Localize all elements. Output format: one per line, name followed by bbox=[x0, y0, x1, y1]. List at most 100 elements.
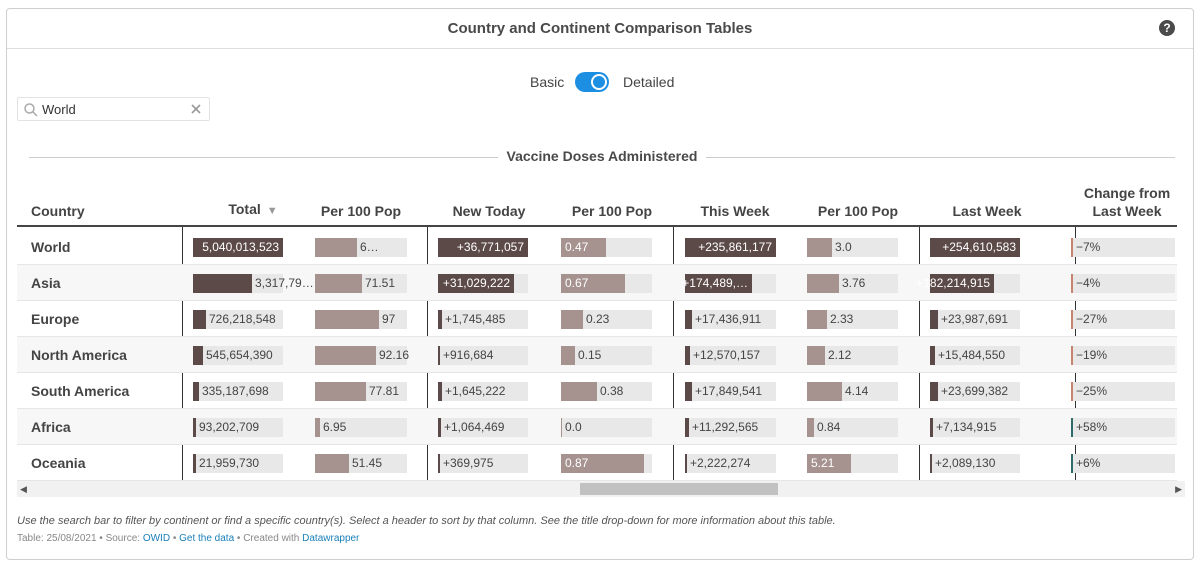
value-total: 335,187,698 bbox=[202, 384, 269, 398]
value-week: +17,849,541 bbox=[695, 384, 763, 398]
table-row: Asia 3,317,79… 71.51 +31,029,222 0.67 +174,48… bbox=[17, 265, 1177, 301]
value-new: +916,684 bbox=[443, 348, 494, 362]
bar-total bbox=[193, 274, 252, 293]
source-separator: • Source: bbox=[96, 533, 143, 544]
search-input[interactable] bbox=[42, 100, 182, 118]
bar-cell-p100c: 2.33 bbox=[807, 310, 898, 329]
value-p100a: 97 bbox=[382, 312, 396, 326]
bar-change bbox=[1071, 238, 1073, 257]
col-header-per100-total[interactable]: Per 100 Pop bbox=[320, 203, 402, 219]
get-data-link[interactable]: Get the data bbox=[179, 533, 235, 544]
scrollbar-thumb[interactable] bbox=[580, 483, 778, 495]
toggle-detailed-label[interactable]: Detailed bbox=[623, 74, 675, 90]
value-p100a: 51.45 bbox=[352, 456, 383, 470]
bar-cell-total: 21,959,730 bbox=[193, 454, 283, 473]
bar-week bbox=[685, 238, 776, 257]
value-p100c: 0.84 bbox=[817, 420, 841, 434]
value-change: +6% bbox=[1076, 456, 1101, 470]
help-icon[interactable]: ? bbox=[1159, 20, 1175, 36]
bar-total bbox=[193, 238, 283, 257]
bar-p100c bbox=[807, 382, 842, 401]
value-week: +2,222,274 bbox=[690, 456, 751, 470]
bar-p100b bbox=[561, 418, 562, 437]
value-p100b: 0.47 bbox=[565, 240, 589, 254]
bar-cell-p100c: 4.14 bbox=[807, 382, 898, 401]
bar-cell-week: +17,849,541 bbox=[685, 382, 776, 401]
col-header-change-line1: Change from bbox=[1083, 185, 1171, 201]
value-new: +36,771,057 bbox=[456, 240, 524, 254]
value-p100a: 6.95 bbox=[323, 420, 347, 434]
value-last: +254,610,583 bbox=[942, 240, 1016, 254]
value-p100b: 0.23 bbox=[586, 312, 610, 326]
bar-last bbox=[930, 346, 935, 365]
col-header-per100-today[interactable]: Per 100 Pop bbox=[571, 203, 653, 219]
bar-cell-p100a: 97 bbox=[315, 310, 407, 329]
value-last: +23,699,382 bbox=[941, 384, 1009, 398]
bar-p100c bbox=[807, 310, 827, 329]
bar-cell-change: +58% bbox=[1071, 418, 1175, 437]
bar-last bbox=[930, 382, 938, 401]
footer-source: Table: 25/08/2021 • Source: OWID • Get t… bbox=[17, 533, 359, 544]
col-header-total[interactable]: Total ▼ bbox=[177, 200, 329, 220]
value-week: +12,570,157 bbox=[693, 348, 761, 362]
bar-week bbox=[685, 274, 752, 293]
value-p100b: 0.0 bbox=[565, 420, 582, 434]
row-country-name: Europe bbox=[31, 311, 80, 327]
bar-cell-p100b: 0.67 bbox=[561, 274, 652, 293]
bar-p100c bbox=[807, 274, 839, 293]
value-p100c: 4.14 bbox=[845, 384, 869, 398]
bar-cell-change: −25% bbox=[1071, 382, 1175, 401]
value-week: +17,436,911 bbox=[695, 312, 762, 326]
col-header-change[interactable]: Change from Last Week bbox=[1067, 184, 1181, 220]
value-total: 93,202,709 bbox=[199, 420, 260, 434]
bar-last bbox=[930, 454, 932, 473]
col-header-new-today[interactable]: New Today bbox=[452, 203, 526, 219]
table-date: Table: 25/08/2021 bbox=[17, 533, 97, 544]
basic-detailed-switch[interactable] bbox=[575, 72, 609, 92]
bar-p100c bbox=[807, 454, 851, 473]
bar-change bbox=[1071, 454, 1073, 473]
bar-cell-week: +2,222,274 bbox=[685, 454, 776, 473]
bar-week bbox=[685, 418, 689, 437]
bar-new bbox=[438, 310, 442, 329]
sort-desc-icon: ▼ bbox=[266, 205, 278, 217]
value-p100a: 71.51 bbox=[365, 276, 396, 290]
value-last: +2,089,130 bbox=[935, 456, 996, 470]
clear-icon[interactable] bbox=[189, 102, 203, 116]
value-change: −4% bbox=[1076, 276, 1101, 290]
search-box[interactable] bbox=[17, 97, 210, 121]
table-header: Country Total ▼ Per 100 Pop New Today Per… bbox=[17, 181, 1177, 227]
source-link[interactable]: OWID bbox=[142, 533, 171, 544]
value-change: −25% bbox=[1076, 384, 1108, 398]
bar-p100b bbox=[561, 346, 575, 365]
col-header-this-week[interactable]: This Week bbox=[700, 203, 770, 219]
scroll-left-icon[interactable]: ◀ bbox=[20, 484, 27, 494]
scroll-right-icon[interactable]: ▶ bbox=[1175, 484, 1182, 494]
table-row: North America 545,654,390 92.16 +916,684 0.1… bbox=[17, 337, 1177, 373]
bar-last bbox=[930, 238, 1020, 257]
toggle-basic-label[interactable]: Basic bbox=[530, 74, 565, 90]
bar-cell-p100b: 0.87 bbox=[561, 454, 652, 473]
bar-cell-p100c: 0.84 bbox=[807, 418, 898, 437]
datawrapper-link[interactable]: Datawrapper bbox=[302, 533, 360, 544]
row-country-name: South America bbox=[31, 383, 130, 399]
bar-cell-last: +23,699,382 bbox=[930, 382, 1020, 401]
page-title[interactable]: Country and Continent Comparison Tables bbox=[447, 20, 753, 37]
value-new: +31,029,222 bbox=[442, 276, 510, 290]
bar-cell-p100b: 0.23 bbox=[561, 310, 652, 329]
bar-cell-p100a: 77.81 bbox=[315, 382, 407, 401]
col-header-last-week[interactable]: Last Week bbox=[952, 203, 1022, 219]
bar-cell-p100c: 3.76 bbox=[807, 274, 898, 293]
bar-cell-week: +17,436,911 bbox=[685, 310, 776, 329]
bar-new bbox=[438, 454, 440, 473]
value-week: +11,292,565 bbox=[692, 420, 759, 434]
value-change: −27% bbox=[1076, 312, 1108, 326]
bar-change bbox=[1071, 310, 1073, 329]
bar-p100b bbox=[561, 238, 606, 257]
search-icon bbox=[24, 103, 38, 117]
horizontal-scrollbar[interactable]: ◀ ▶ bbox=[17, 481, 1185, 497]
row-country-name: Oceania bbox=[31, 455, 86, 471]
col-header-country[interactable]: Country bbox=[31, 203, 85, 219]
bar-p100a bbox=[315, 238, 357, 257]
col-header-per100-week[interactable]: Per 100 Pop bbox=[817, 203, 899, 219]
